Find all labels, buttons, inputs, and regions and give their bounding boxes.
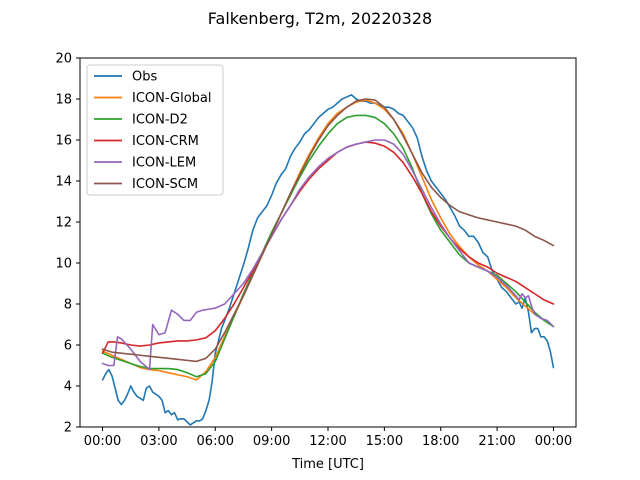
y-tick-label: 10 xyxy=(55,257,72,272)
legend-label: ICON-CRM xyxy=(132,134,199,149)
series-line-icon-crm xyxy=(101,141,555,355)
series-line-obs xyxy=(101,94,555,426)
legend-label: ICON-SCM xyxy=(132,177,198,192)
x-tick-label: 21:00 xyxy=(478,434,515,449)
y-tick-label: 12 xyxy=(55,216,72,231)
series-layer xyxy=(101,94,555,426)
x-tick-label: 09:00 xyxy=(253,434,290,449)
legend: Obs ICON-Global ICON-D2 ICON-CRM ICON-LEM ICO… xyxy=(86,64,224,196)
series-line-icon-global xyxy=(101,99,536,381)
legend-label: ICON-D2 xyxy=(132,113,188,128)
y-tick-label: 18 xyxy=(55,93,72,108)
y-tick-label: 4 xyxy=(64,380,72,395)
x-tick-label: 03:00 xyxy=(140,434,177,449)
y-tick-label: 14 xyxy=(55,175,72,190)
y-tick-label: 8 xyxy=(64,298,72,313)
x-tick-label: 15:00 xyxy=(366,434,403,449)
x-tick-label: 06:00 xyxy=(197,434,234,449)
x-axis: 00:00 03:00 06:00 09:00 12:00 15:00 18:00 21:00… xyxy=(84,427,572,449)
x-tick-label: 00:00 xyxy=(84,434,121,449)
series-line-icon-lem xyxy=(101,139,555,371)
x-tick-label: 00:00 xyxy=(535,434,572,449)
legend-label: ICON-LEM xyxy=(132,156,196,171)
legend-box xyxy=(86,64,224,196)
y-tick-label: 6 xyxy=(64,339,72,354)
y-tick-label: 20 xyxy=(55,52,72,67)
chart-title: Falkenberg, T2m, 20220328 xyxy=(208,9,432,28)
x-axis-label: Time [UTC] xyxy=(291,457,364,472)
y-tick-label: 16 xyxy=(55,134,72,149)
y-tick-label: 2 xyxy=(64,421,72,436)
legend-label: ICON-Global xyxy=(132,91,212,106)
series-line-icon-scm xyxy=(101,98,555,363)
legend-label: Obs xyxy=(132,70,157,85)
x-tick-label: 12:00 xyxy=(309,434,346,449)
x-tick-label: 18:00 xyxy=(422,434,459,449)
y-axis: 2 4 6 8 10 12 14 16 18 20 xyxy=(55,52,80,436)
